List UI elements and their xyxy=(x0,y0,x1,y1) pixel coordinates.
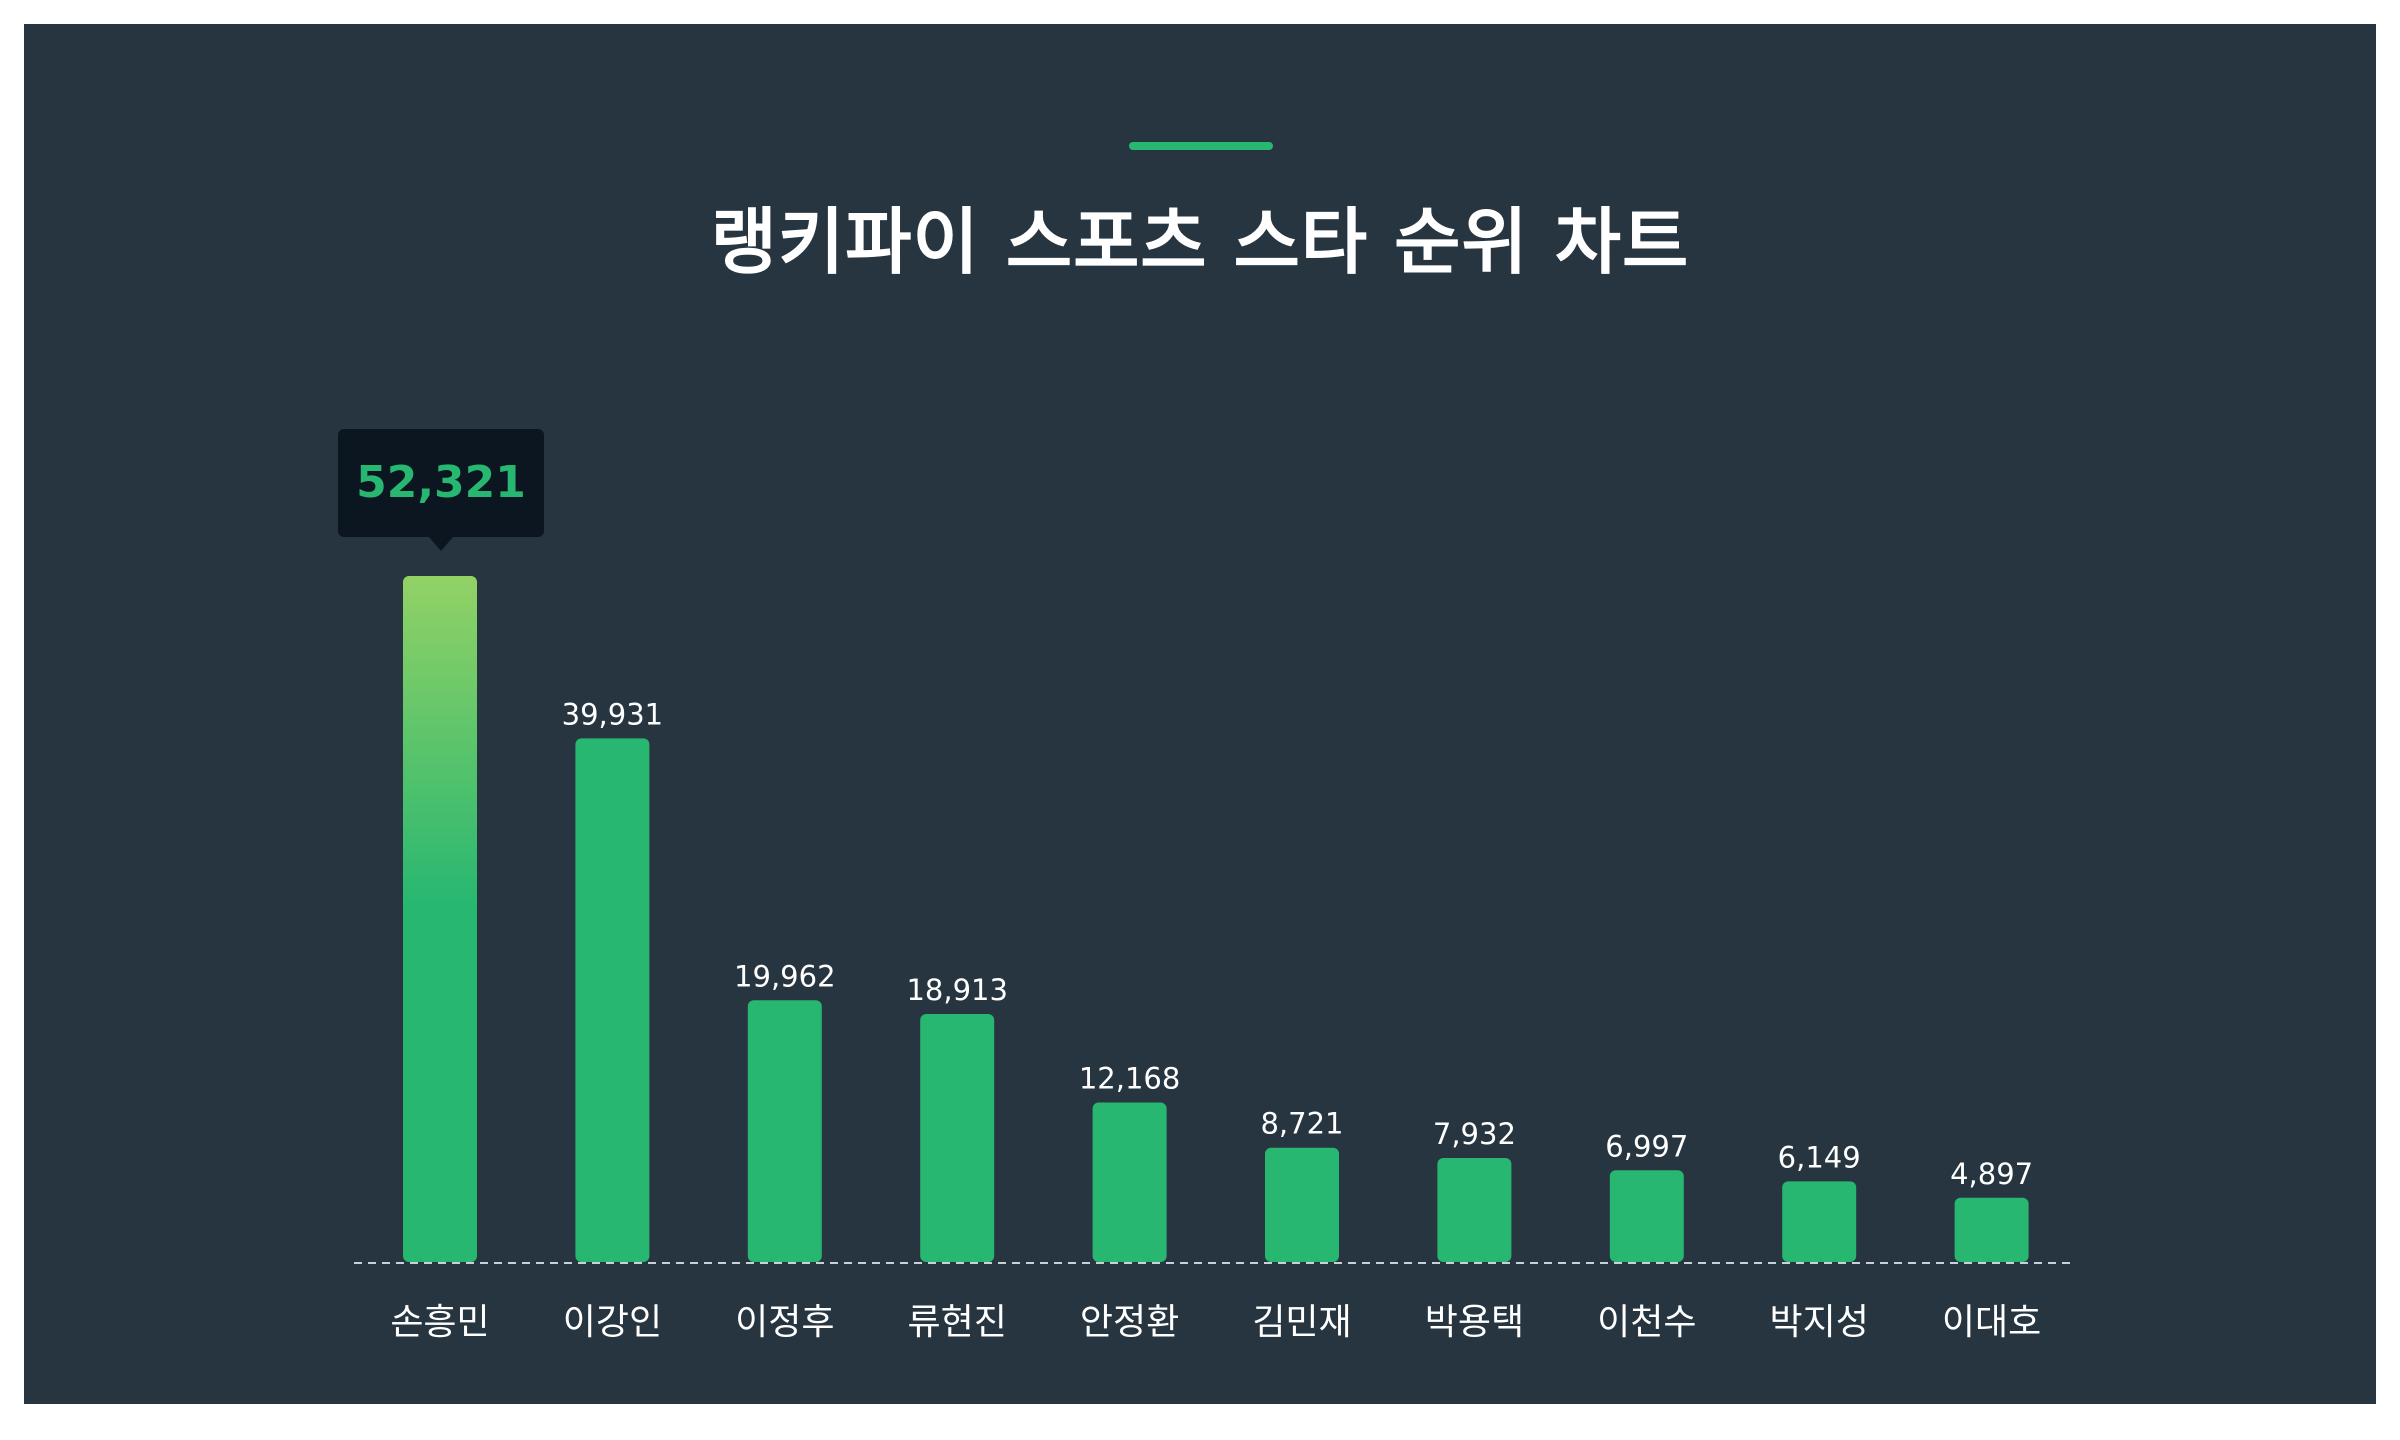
title-accent-line xyxy=(1129,142,1273,150)
bar-value-label: 12,168 xyxy=(1079,1062,1180,1096)
bar[interactable] xyxy=(403,576,477,1262)
bar[interactable] xyxy=(920,1014,995,1262)
tooltip-value: 52,321 xyxy=(356,457,526,508)
bar-value-label: 6,997 xyxy=(1605,1129,1688,1163)
category-label: 이강인 xyxy=(563,1302,662,1343)
category-label: 안정환 xyxy=(1080,1302,1179,1343)
bar-value-label: 6,149 xyxy=(1778,1140,1861,1174)
category-label: 박용택 xyxy=(1425,1302,1524,1343)
tooltip-pointer xyxy=(429,537,453,551)
category-label: 이대호 xyxy=(1942,1302,2041,1343)
category-label: 박지성 xyxy=(1770,1302,1869,1343)
category-label: 손흥민 xyxy=(390,1302,489,1343)
bar[interactable] xyxy=(1782,1181,1857,1262)
category-label: 이정후 xyxy=(735,1302,834,1343)
bar-value-label: 19,962 xyxy=(734,959,835,993)
bar[interactable] xyxy=(575,738,650,1262)
bar-value-label: 4,897 xyxy=(1950,1157,2033,1191)
tooltip xyxy=(338,429,544,537)
bar[interactable] xyxy=(1437,1158,1512,1262)
bar[interactable] xyxy=(747,1000,822,1262)
bar[interactable] xyxy=(1265,1147,1339,1262)
bar-chart: 손흥민 39,931 이강인 19,962 이정후 18,913 류현진 12,168 안정환 8… xyxy=(354,576,2076,1343)
bar-value-label: 18,913 xyxy=(906,973,1007,1007)
category-label: 류현진 xyxy=(908,1302,1007,1343)
bar-value-label: 8,721 xyxy=(1260,1107,1343,1141)
bar-value-label: 7,932 xyxy=(1433,1117,1516,1151)
bar-value-label: 39,931 xyxy=(562,697,663,731)
chart-title: 랭키파이 스포츠 스타 순위 차트 xyxy=(710,200,1690,284)
bar[interactable] xyxy=(1092,1102,1167,1263)
category-label: 이천수 xyxy=(1597,1302,1696,1343)
bar[interactable] xyxy=(1954,1197,2029,1262)
chart-panel: 랭키파이 스포츠 스타 순위 차트 손흥민 39,931 이강인 19,962 이정후 1… xyxy=(24,24,2376,1404)
category-label: 김민재 xyxy=(1252,1302,1351,1343)
bar[interactable] xyxy=(1609,1170,1684,1262)
